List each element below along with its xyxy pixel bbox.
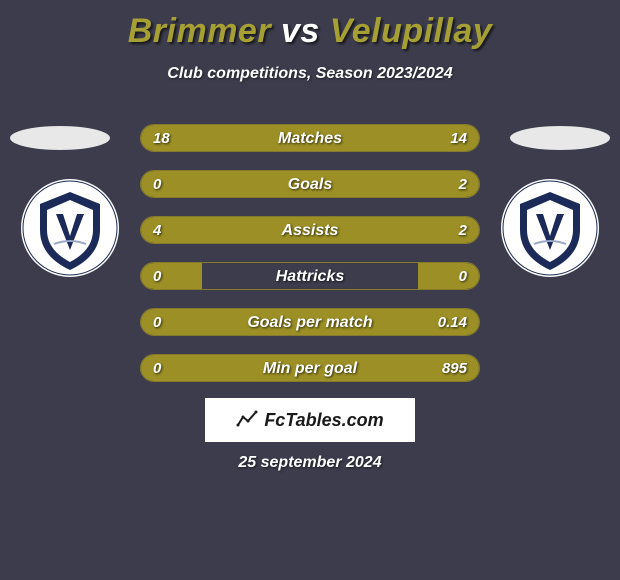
stat-label: Assists: [141, 217, 479, 244]
stat-label: Min per goal: [141, 355, 479, 382]
title-player2: Velupillay: [330, 12, 492, 50]
stat-row: 42Assists: [140, 216, 480, 244]
date-line: 25 september 2024: [0, 454, 620, 472]
stat-row: 1814Matches: [140, 124, 480, 152]
brand-logo-icon: [236, 409, 258, 431]
title-player1: Brimmer: [128, 12, 271, 50]
stat-row: 00Hattricks: [140, 262, 480, 290]
stat-row: 00.14Goals per match: [140, 308, 480, 336]
stats-container: 1814Matches 02Goals 42Assists 00Hattricks 00…: [140, 124, 480, 400]
stat-label: Matches: [141, 125, 479, 152]
stat-label: Goals: [141, 171, 479, 198]
player1-shadow-ellipse: [10, 126, 110, 150]
player2-shadow-ellipse: [510, 126, 610, 150]
stat-row: 02Goals: [140, 170, 480, 198]
brand-box: FcTables.com: [205, 398, 415, 442]
brand-text: FcTables.com: [264, 410, 383, 431]
stat-label: Goals per match: [141, 309, 479, 336]
stat-row: 0895Min per goal: [140, 354, 480, 382]
subtitle: Club competitions, Season 2023/2024: [0, 65, 620, 83]
player1-club-badge: [20, 178, 120, 278]
title-vs: vs: [271, 12, 330, 50]
player2-club-badge: [500, 178, 600, 278]
comparison-title: Brimmer vs Velupillay: [0, 0, 620, 51]
stat-label: Hattricks: [141, 263, 479, 290]
